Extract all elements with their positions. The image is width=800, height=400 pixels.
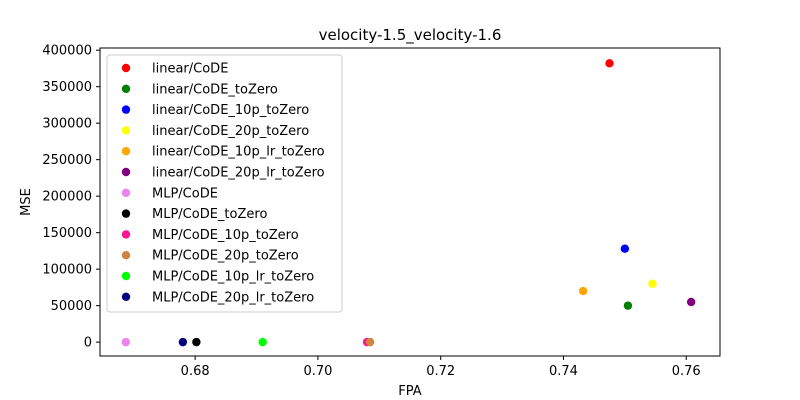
legend-marker (121, 271, 131, 281)
y-tick-label: 200000 (42, 190, 92, 205)
legend-marker (121, 209, 131, 218)
legend-label: linear/CoDE (152, 62, 228, 77)
x-tick-label: 0.70 (303, 364, 332, 379)
legend-marker (121, 84, 131, 94)
y-tick-label: 400000 (42, 44, 92, 59)
data-point (121, 337, 130, 347)
y-tick-label: 0 (84, 336, 92, 351)
data-point (578, 286, 588, 296)
data-point (620, 244, 630, 253)
x-tick-label: 0.72 (426, 364, 455, 379)
legend-label: MLP/CoDE_10p_toZero (152, 228, 299, 243)
data-points (121, 59, 696, 347)
data-point (686, 297, 696, 307)
chart-title: velocity-1.5_velocity-1.6 (319, 26, 502, 45)
legend-marker (121, 147, 131, 156)
x-tick-label: 0.68 (181, 364, 210, 379)
legend-label: linear/CoDE_10p_lr_toZero (152, 145, 325, 160)
legend-items: linear/CoDE linear/CoDE_toZero linear/CoDE… (121, 62, 325, 305)
data-point (648, 279, 657, 288)
data-point (178, 337, 188, 347)
data-point (605, 59, 614, 68)
y-tick-label: 150000 (42, 226, 92, 241)
legend-label: MLP/CoDE_20p_toZero (152, 249, 299, 264)
x-axis-label: FPA (398, 384, 421, 399)
legend-label: linear/CoDE_20p_toZero (152, 124, 309, 139)
legend-label: MLP/CoDE_toZero (152, 207, 267, 222)
legend-label: MLP/CoDE (152, 186, 218, 201)
legend-label: MLP/CoDE_20p_lr_toZero (152, 290, 314, 305)
legend: linear/CoDE linear/CoDE_toZero linear/CoDE… (106, 54, 343, 313)
legend-label: linear/CoDE_10p_toZero (152, 103, 309, 118)
data-point (258, 337, 267, 347)
x-axis: 0.68 0.70 0.72 0.74 0.76 (181, 356, 701, 379)
y-tick-label: 300000 (42, 117, 92, 132)
plot-frame (99, 47, 721, 357)
data-point (623, 301, 633, 310)
legend-marker (121, 63, 131, 73)
legend-marker (121, 230, 131, 239)
legend-marker (121, 126, 131, 135)
legend-label: linear/CoDE_20p_lr_toZero (152, 166, 325, 181)
y-tick-label: 100000 (42, 263, 92, 278)
x-tick-label: 0.74 (549, 364, 578, 379)
legend-marker (121, 188, 131, 197)
data-point (365, 337, 375, 347)
y-axis-label: MSE (19, 188, 34, 216)
legend-label: MLP/CoDE_10p_lr_toZero (152, 270, 314, 285)
y-axis: 0 50000 100000 150000 200000 250000 300000 3500… (42, 44, 100, 351)
data-point (192, 337, 201, 347)
legend-marker (121, 167, 131, 177)
y-tick-label: 250000 (42, 153, 92, 168)
legend-label: linear/CoDE_toZero (152, 82, 278, 97)
y-tick-label: 350000 (42, 80, 92, 95)
y-tick-label: 50000 (51, 299, 92, 314)
x-tick-label: 0.76 (672, 364, 701, 379)
legend-marker (121, 251, 131, 260)
legend-marker (121, 105, 131, 114)
legend-marker (121, 292, 131, 301)
legend-box (106, 54, 343, 313)
